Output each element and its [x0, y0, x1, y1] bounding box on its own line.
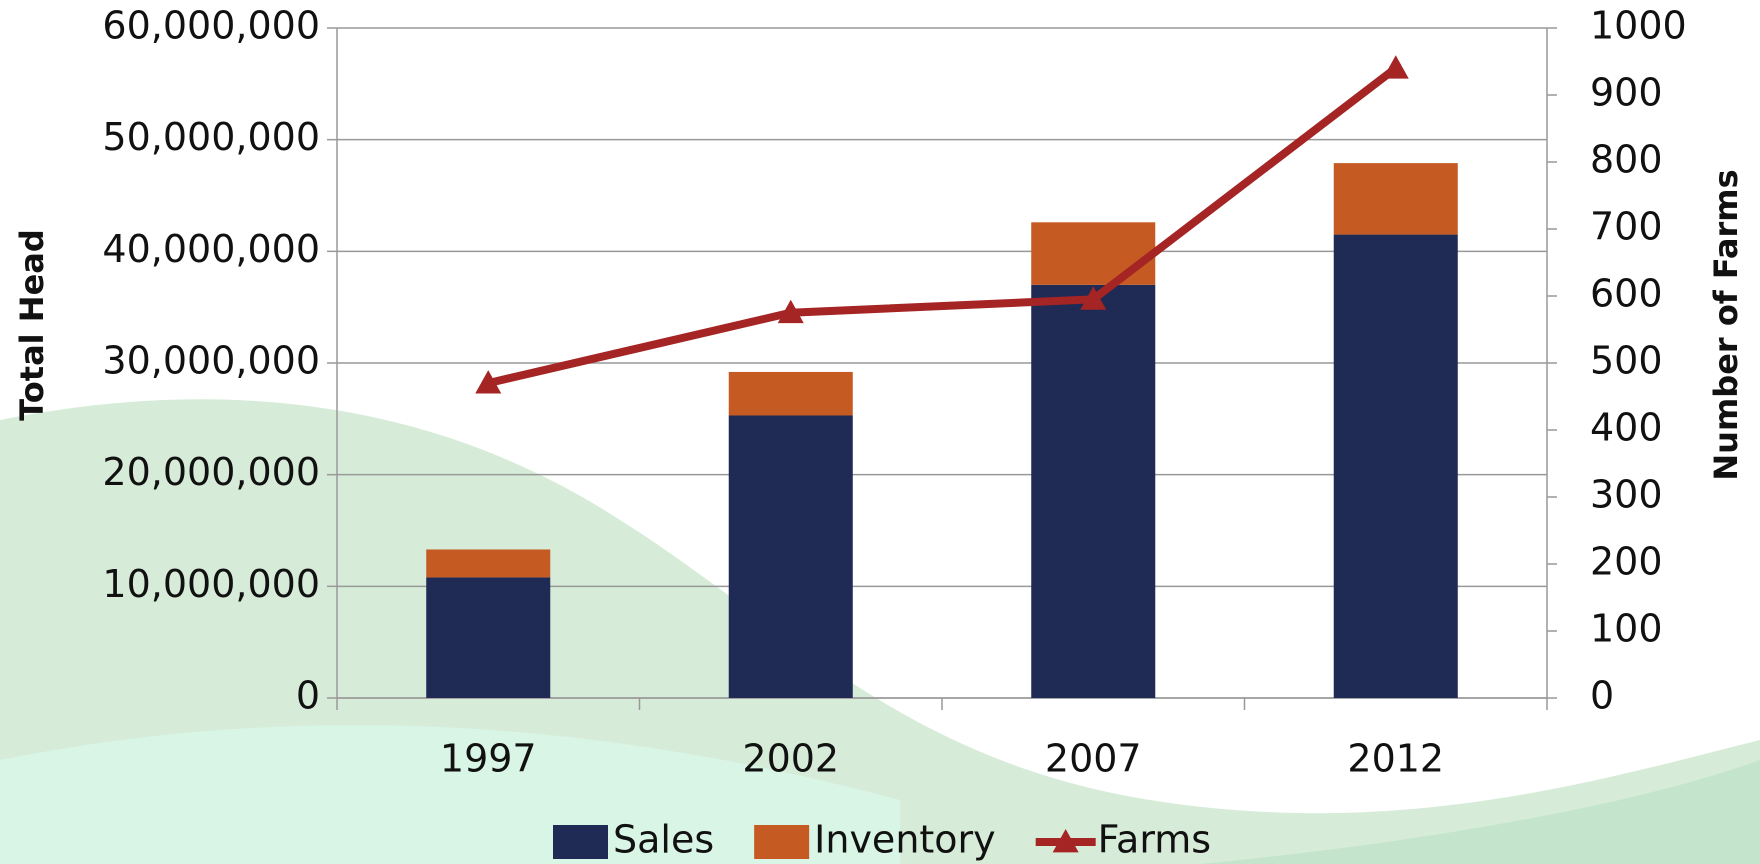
- legend-swatch: [553, 825, 608, 859]
- bar: [426, 577, 551, 698]
- y2-tick-label: 100: [1590, 607, 1663, 651]
- y2-tick-label: 300: [1590, 473, 1663, 517]
- legend-swatch: [754, 825, 810, 859]
- bar: [728, 415, 853, 698]
- marker: [475, 370, 502, 394]
- y-tick-label: 30,000,000: [102, 339, 320, 383]
- x-tick-label: 2002: [742, 737, 839, 781]
- bar: [1031, 222, 1156, 285]
- y2-axis-title: Number of Farms: [1707, 169, 1745, 480]
- y-tick-label: 0: [296, 674, 320, 718]
- y-tick-label: 10,000,000: [102, 562, 320, 606]
- line: [487, 65, 1399, 387]
- y-tick-label: 50,000,000: [102, 115, 320, 159]
- legend-label: Farms: [1098, 818, 1211, 862]
- marker: [777, 299, 804, 324]
- bar: [426, 549, 551, 578]
- y2-tick-label: 200: [1590, 540, 1663, 584]
- y2-tick-label: 0: [1590, 674, 1614, 718]
- legend-label: Inventory: [814, 818, 996, 862]
- bar: [1333, 234, 1458, 699]
- y2-tick-label: 600: [1590, 272, 1663, 316]
- y2-tick-label: 800: [1590, 138, 1663, 182]
- y2-tick-label: 400: [1590, 406, 1663, 450]
- y2-tick-label: 1000: [1590, 4, 1687, 48]
- bar: [1031, 284, 1156, 698]
- legend-label: Sales: [613, 818, 714, 862]
- y2-tick-label: 900: [1590, 71, 1663, 115]
- legend-marker: [1052, 829, 1079, 853]
- y2-tick-label: 500: [1590, 339, 1663, 383]
- y2-tick-label: 700: [1590, 205, 1663, 249]
- y-axis-title: Total Head: [13, 229, 51, 421]
- bar: [728, 371, 853, 416]
- y-tick-label: 20,000,000: [102, 450, 320, 494]
- marker: [1382, 55, 1409, 79]
- background: [0, 399, 1760, 864]
- x-tick-label: 2012: [1347, 737, 1444, 781]
- x-tick-label: 1997: [440, 737, 537, 781]
- bar: [1333, 163, 1458, 235]
- marker: [1080, 286, 1107, 310]
- y-tick-label: 60,000,000: [102, 4, 320, 48]
- y-tick-label: 40,000,000: [102, 227, 320, 271]
- x-tick-label: 2007: [1045, 737, 1142, 781]
